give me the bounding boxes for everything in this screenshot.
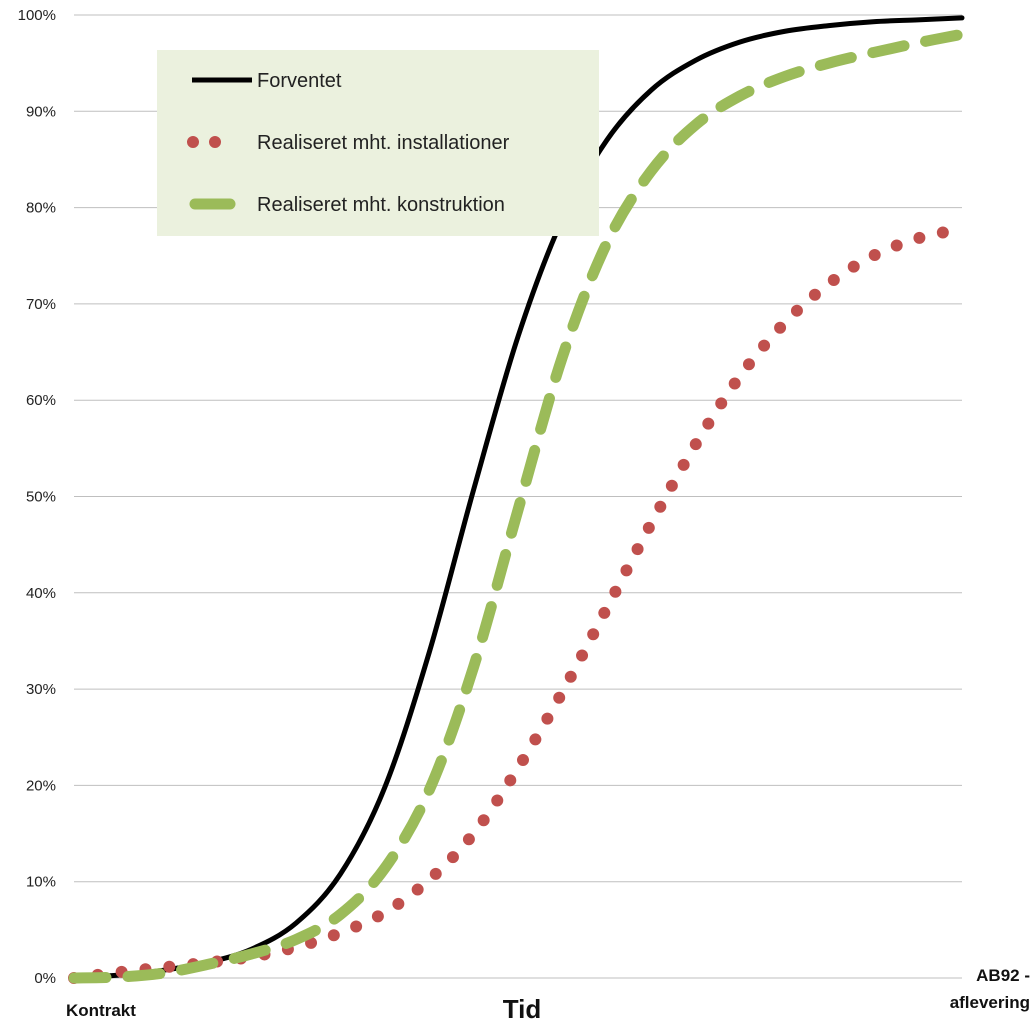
y-tick-label: 80% [26,200,56,217]
x-tick-label: AB92 - [976,966,1030,985]
y-axis-ticks: 0% 10% 20% 30% 40% 50% 60% 70% 80% 90% 100% [18,7,56,987]
y-tick-label: 0% [34,970,56,987]
series-lines [68,15,968,984]
y-tick-label: 20% [26,777,56,794]
x-axis-ticks: Kontrakt AB92 - aflevering [66,966,1030,1020]
legend-label-1: Forventet [257,70,342,92]
x-tick-label: aflevering [950,993,1030,1012]
y-tick-label: 60% [26,392,56,409]
x-tick-label: Kontrakt [66,1001,136,1020]
y-tick-label: 70% [26,296,56,313]
legend-label-3: Realiseret mht. konstruktion [257,194,505,216]
y-tick-label: 40% [26,585,56,602]
y-tick-label: 10% [26,874,56,891]
y-tick-label: 90% [26,103,56,120]
legend: Forventet Realiseret mht. installationer R… [157,50,599,236]
series-line-2 [68,222,968,984]
y-tick-label: 100% [18,7,56,24]
x-axis-title: Tid [503,994,542,1023]
y-tick-label: 30% [26,681,56,698]
legend-label-2: Realiseret mht. installationer [257,132,510,154]
y-tick-label: 50% [26,489,56,506]
series-line-3 [68,28,968,984]
